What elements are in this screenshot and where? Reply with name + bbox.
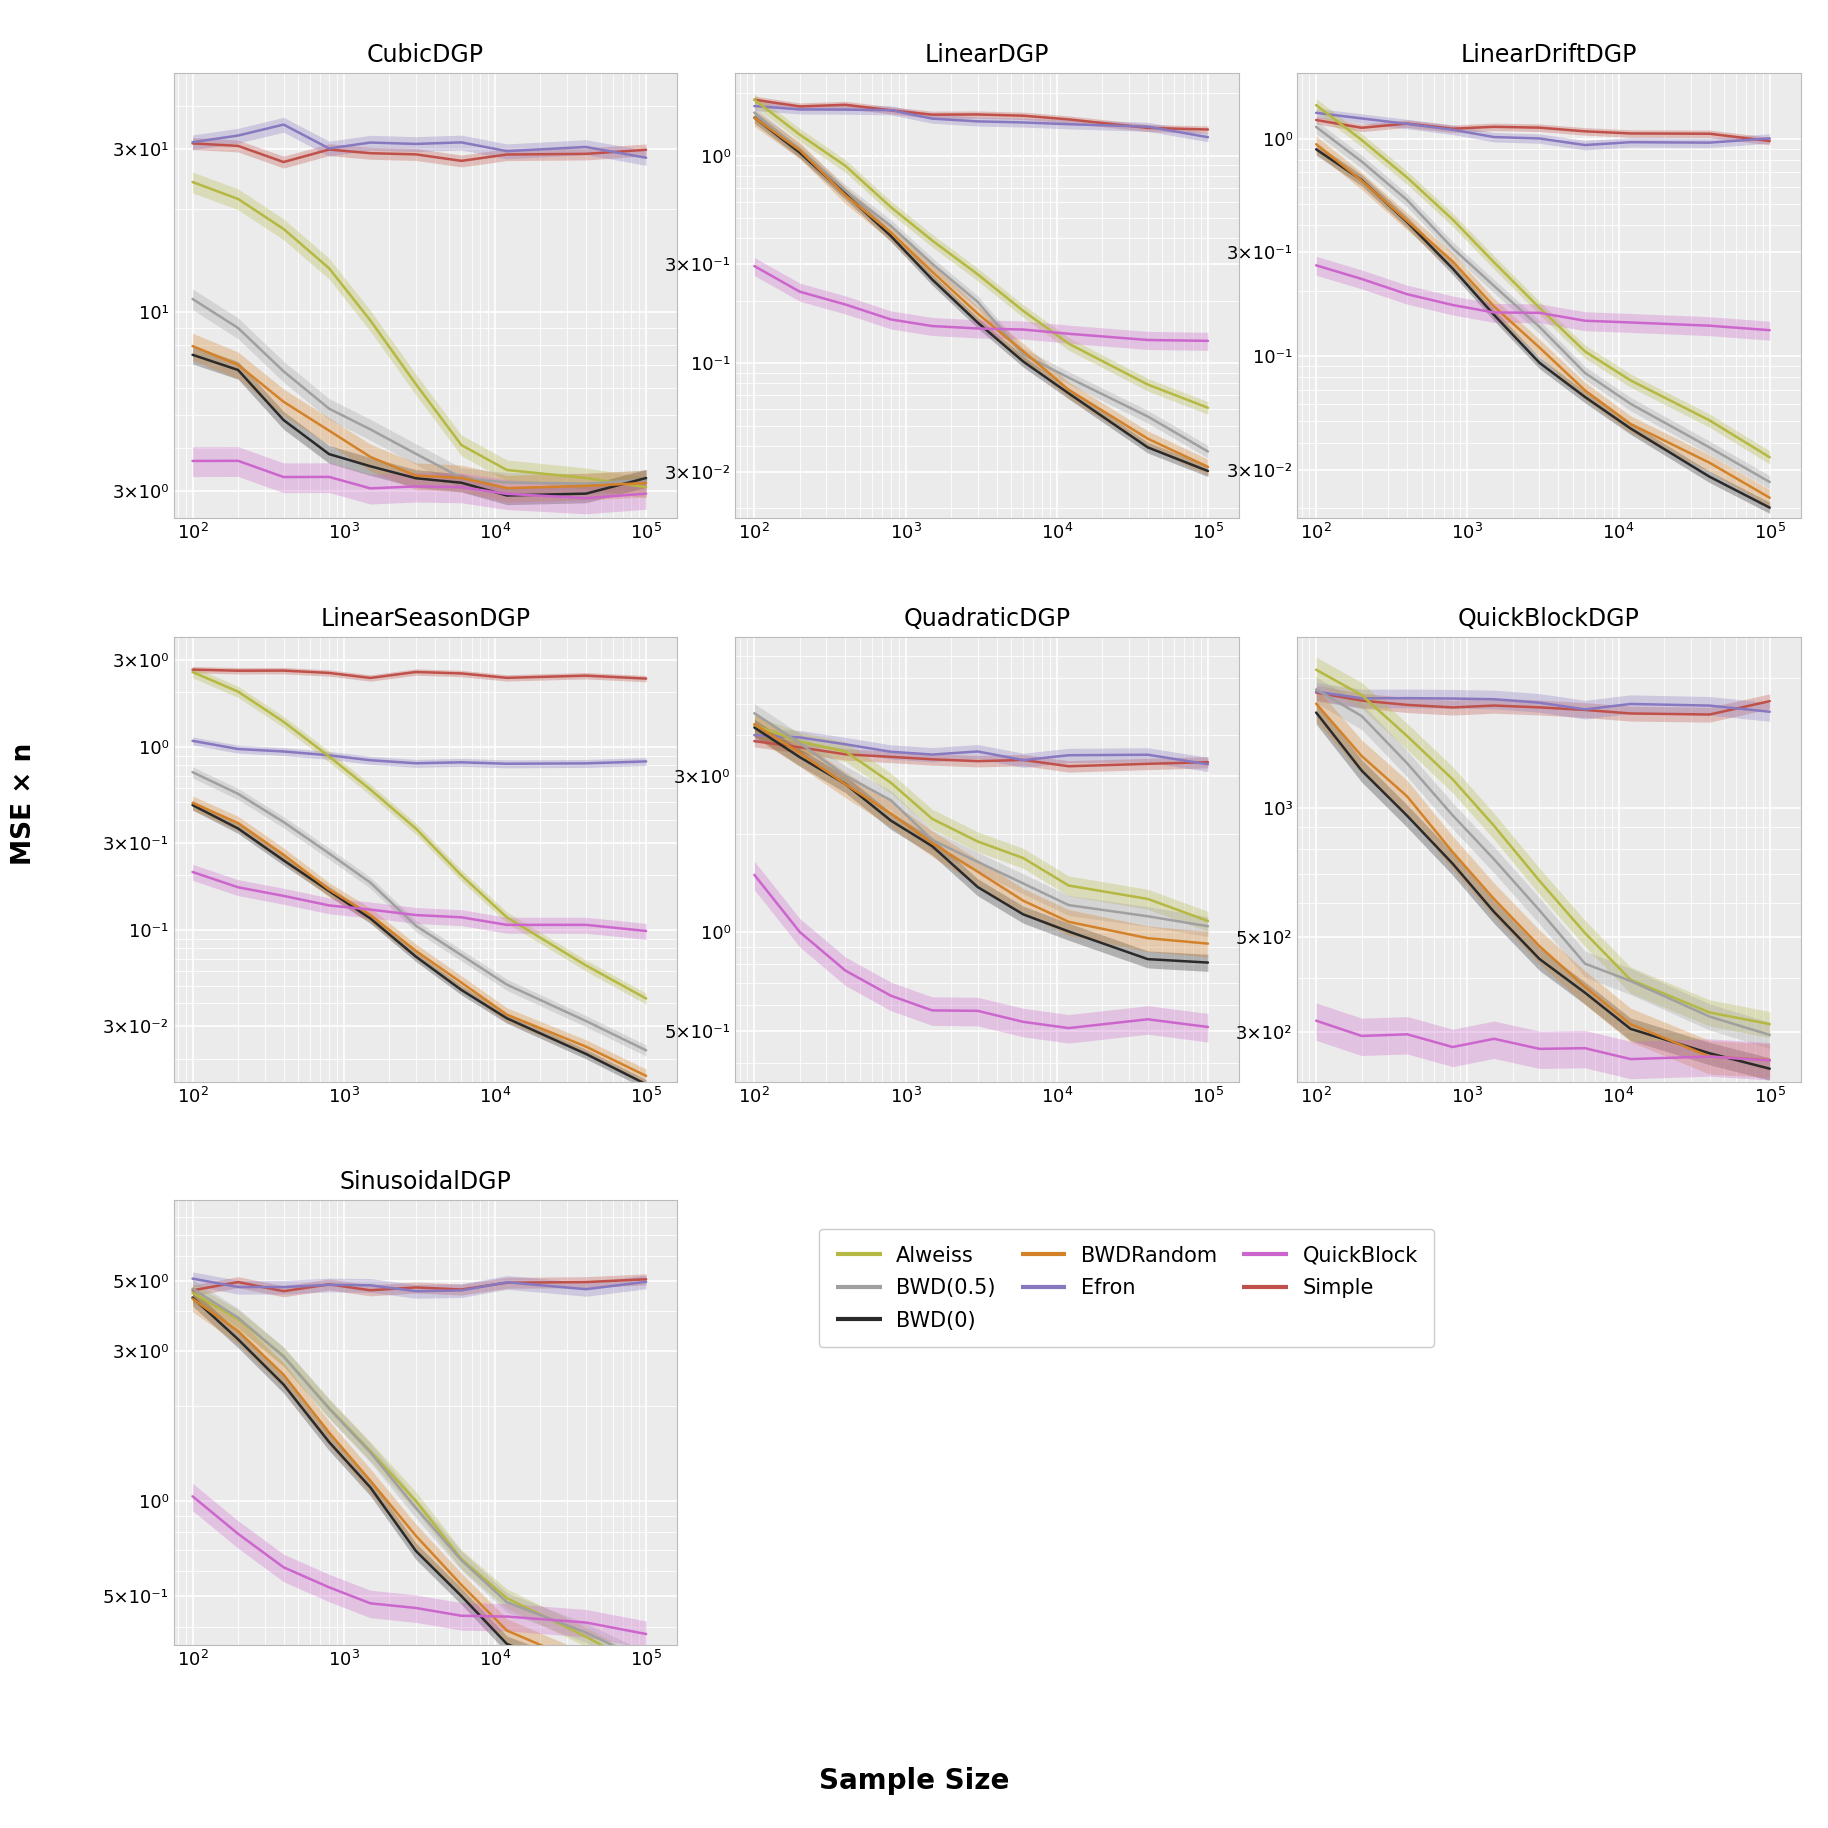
Title: LinearSeasonDGP: LinearSeasonDGP (320, 607, 530, 631)
Title: SinusoidalDGP: SinusoidalDGP (340, 1170, 512, 1194)
Title: LinearDriftDGP: LinearDriftDGP (1461, 44, 1638, 68)
Legend: Alweiss, BWD(0.5), BWD(0), BWDRandom, Efron, QuickBlock, Simple: Alweiss, BWD(0.5), BWD(0), BWDRandom, Ef… (819, 1228, 1435, 1347)
Title: CubicDGP: CubicDGP (367, 44, 484, 68)
Text: Sample Size: Sample Size (819, 1768, 1009, 1795)
Title: QuadraticDGP: QuadraticDGP (903, 607, 1071, 631)
Text: MSE × n: MSE × n (11, 744, 37, 865)
Title: LinearDGP: LinearDGP (925, 44, 1049, 68)
Title: QuickBlockDGP: QuickBlockDGP (1459, 607, 1640, 631)
